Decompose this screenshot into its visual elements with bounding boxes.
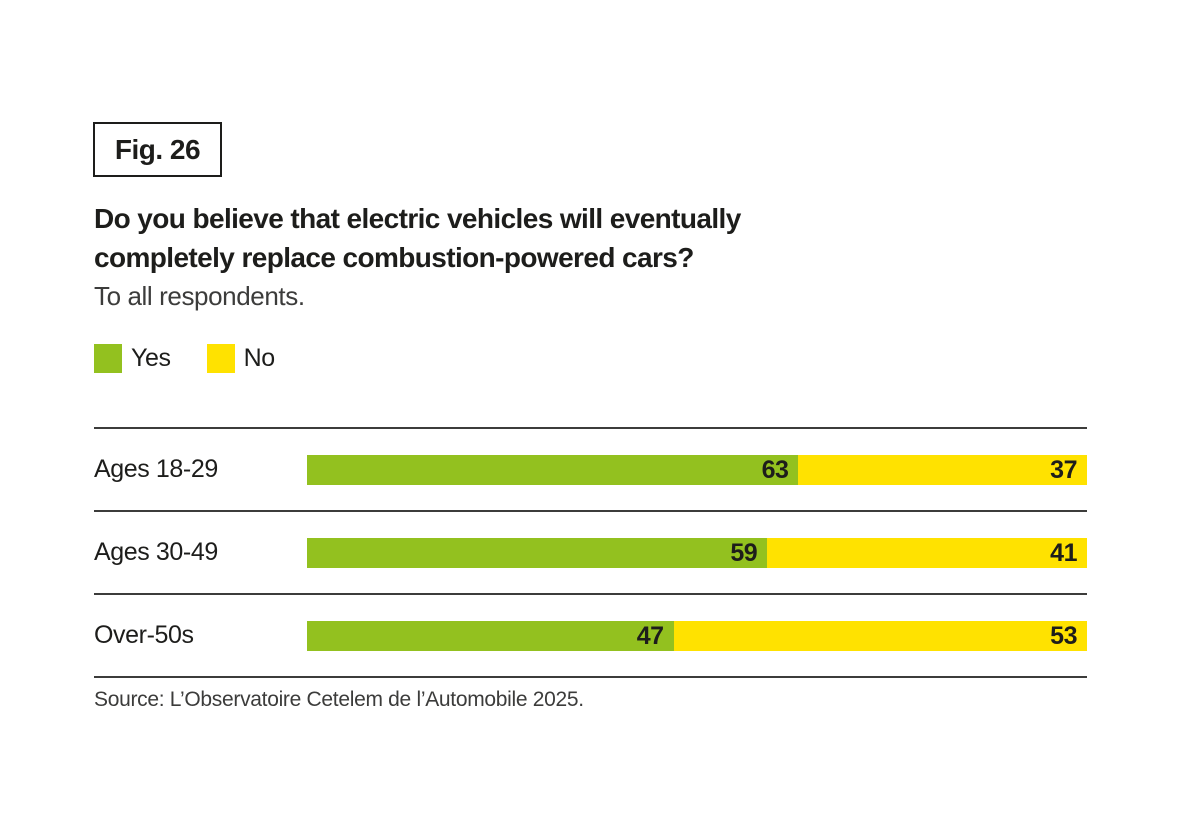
bar-segment-no: 37 (798, 454, 1087, 485)
bar-value-no: 41 (1050, 538, 1077, 567)
chart-subtitle: To all respondents. (94, 281, 305, 311)
legend-item-no: No (206, 344, 276, 373)
bar-value-no: 37 (1050, 455, 1077, 484)
bar-value-yes: 47 (636, 621, 664, 650)
figure-label-box: Fig. 26 (93, 122, 222, 177)
bar-segment-yes: 63 (307, 454, 799, 485)
separator-line (94, 676, 1087, 678)
stacked-bar-chart: Ages 18-29 63 37 Ages 30-49 59 41 (94, 427, 1087, 678)
separator-line (94, 427, 1087, 429)
bar-segment-no: 41 (767, 537, 1087, 568)
bar-segment-yes: 59 (307, 537, 768, 568)
chart-title-line-2: completely replace combustion-powered ca… (94, 242, 694, 273)
bar-ages-18-29: 63 37 (307, 454, 1087, 485)
row-label: Ages 30-49 (94, 538, 218, 566)
source-text: Source: L’Observatoire Cetelem de l’Auto… (94, 688, 584, 711)
legend-swatch-yes (94, 344, 122, 373)
legend-item-yes: Yes (94, 344, 171, 373)
bar-value-yes: 59 (730, 538, 758, 567)
separator-line (94, 593, 1087, 595)
bar-ages-30-49: 59 41 (307, 537, 1087, 568)
bar-value-yes: 63 (761, 455, 789, 484)
bar-segment-yes: 47 (307, 620, 674, 651)
legend-label-yes: Yes (131, 344, 171, 372)
chart-row-over-50s: Over-50s 47 53 (94, 595, 1087, 676)
figure-label: Fig. 26 (114, 133, 201, 165)
chart-row-ages-30-49: Ages 30-49 59 41 (94, 512, 1087, 593)
bar-value-no: 53 (1050, 621, 1077, 650)
legend: Yes No (94, 344, 275, 373)
legend-swatch-no (206, 344, 235, 373)
bar-over-50s: 47 53 (307, 620, 1087, 651)
chart-row-ages-18-29: Ages 18-29 63 37 (94, 429, 1087, 510)
separator-line (94, 510, 1087, 512)
row-label: Over-50s (94, 621, 194, 649)
bar-segment-no: 53 (673, 620, 1087, 651)
chart-title-line-1: Do you believe that electric vehicles wi… (94, 203, 741, 234)
chart-title: Do you believe that electric vehicles wi… (94, 199, 741, 277)
row-label: Ages 18-29 (94, 455, 218, 483)
legend-label-no: No (243, 344, 276, 372)
